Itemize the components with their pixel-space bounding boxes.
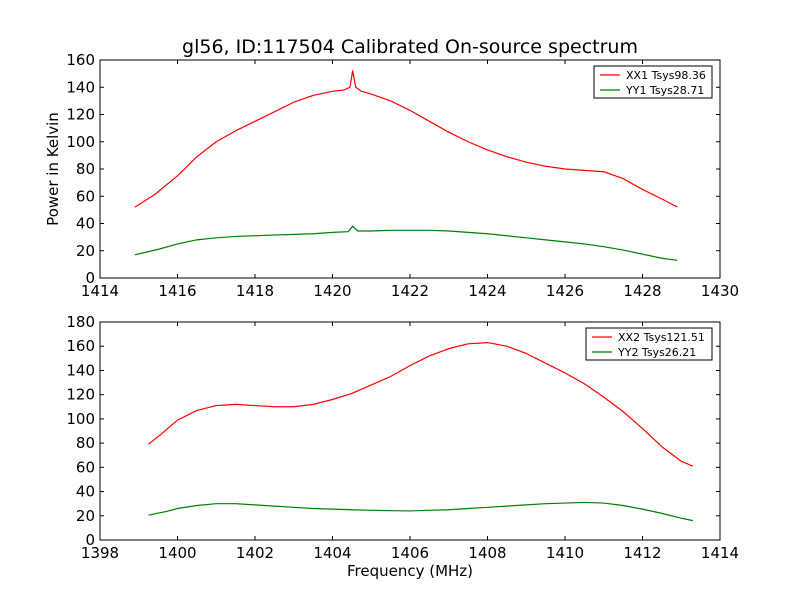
- chart-top-legend-box: [593, 65, 713, 99]
- chart-top-xtick-label: 1416: [158, 282, 196, 300]
- chart-bottom-ytick-label: 0: [85, 531, 95, 549]
- chart-bottom-ytick-label: 160: [66, 337, 95, 355]
- chart-top-ytick-label: 120: [66, 106, 95, 124]
- chart-bottom-plot-area: 1398 1400 1402 1404 1406 1408 1410 1412 1414 0 20 4…: [66, 313, 739, 562]
- chart-bottom-series-1-line: [148, 341, 694, 467]
- chart-bottom-xtick-label: 1412: [623, 544, 661, 562]
- chart-top-ytick-label: 20: [76, 242, 95, 260]
- chart-top-ytick-label: 60: [76, 187, 95, 205]
- chart-bottom-legend-label-2: YY2 Tsys26.21: [617, 346, 696, 359]
- chart-top-xtick-label: 1426: [546, 282, 584, 300]
- chart-bottom-ytick-label: 80: [76, 434, 95, 452]
- chart-bottom-legend-label-1: XX2 Tsys121.51: [618, 331, 705, 344]
- chart-bottom-xtick-label: 1408: [468, 544, 506, 562]
- chart-top-series-2-line: [134, 225, 678, 261]
- chart-top-xtick-label: 1414: [81, 282, 119, 300]
- chart-top-xtick-label: 1418: [236, 282, 274, 300]
- chart-top-xtick-label: 1428: [623, 282, 661, 300]
- chart-bottom-ytick-label: 60: [76, 458, 95, 476]
- chart-top-ytick-label: 160: [66, 51, 95, 69]
- chart-bottom-series-2-line: [148, 501, 693, 522]
- chart-bottom-ytick-label: 120: [66, 386, 95, 404]
- chart-bottom-legend-box: [585, 327, 713, 361]
- chart-bottom-xtick-label: 1400: [158, 544, 196, 562]
- chart-bottom-ytick-label: 100: [66, 410, 95, 428]
- chart-bottom-ytick-label: 140: [66, 361, 95, 379]
- chart-top-ytick-label: 100: [66, 133, 95, 151]
- chart-top-title: gl56, ID:117504 Calibrated On-source spe…: [182, 36, 638, 58]
- chart-top-ytick-label: 140: [66, 78, 95, 96]
- chart-bottom-ytick-label: 40: [76, 483, 95, 501]
- chart-bottom-xtick-label: 1406: [391, 544, 429, 562]
- chart-bottom-ytick-label: 20: [76, 507, 95, 525]
- chart-bottom-xtick-label: 1402: [236, 544, 274, 562]
- chart-top-legend-label-2: YY1 Tsys28.71: [625, 84, 704, 97]
- chart-top-xtick-label: 1420: [313, 282, 351, 300]
- chart-top-ytick-label: 40: [76, 215, 95, 233]
- chart-bottom-legend: XX2 Tsys121.51 YY2 Tsys26.21: [585, 327, 713, 361]
- chart-top-xtick-label: 1424: [468, 282, 506, 300]
- chart-top-series-1-line: [134, 70, 678, 208]
- chart-top-ytick-label: 80: [76, 160, 95, 178]
- chart-top-xtick-label: 1430: [701, 282, 739, 300]
- chart-bottom-xtick-label: 1410: [546, 544, 584, 562]
- chart-bottom: Frequency (MHz) 1398 1400 1402 1404 1406 1408…: [66, 313, 739, 580]
- chart-top-legend: XX1 Tsys98.36 YY1 Tsys28.71: [593, 65, 713, 99]
- chart-top-ylabel: Power in Kelvin: [44, 112, 62, 226]
- chart-bottom-xtick-label: 1398: [81, 544, 119, 562]
- chart-top-xtick-label: 1422: [391, 282, 429, 300]
- chart-bottom-ytick-label: 180: [66, 313, 95, 331]
- chart-bottom-xtick-label: 1414: [701, 544, 739, 562]
- chart-top-legend-label-1: XX1 Tsys98.36: [626, 69, 706, 82]
- chart-top: gl56, ID:117504 Calibrated On-source spe…: [44, 36, 739, 300]
- chart-top-plot-area: 1414 1416 1418 1420 1422 1424 1426 1428 1430 0 20 4…: [66, 51, 739, 300]
- chart-bottom-xlabel: Frequency (MHz): [347, 562, 473, 580]
- chart-bottom-xtick-label: 1404: [313, 544, 351, 562]
- chart-top-ytick-label: 0: [85, 269, 95, 287]
